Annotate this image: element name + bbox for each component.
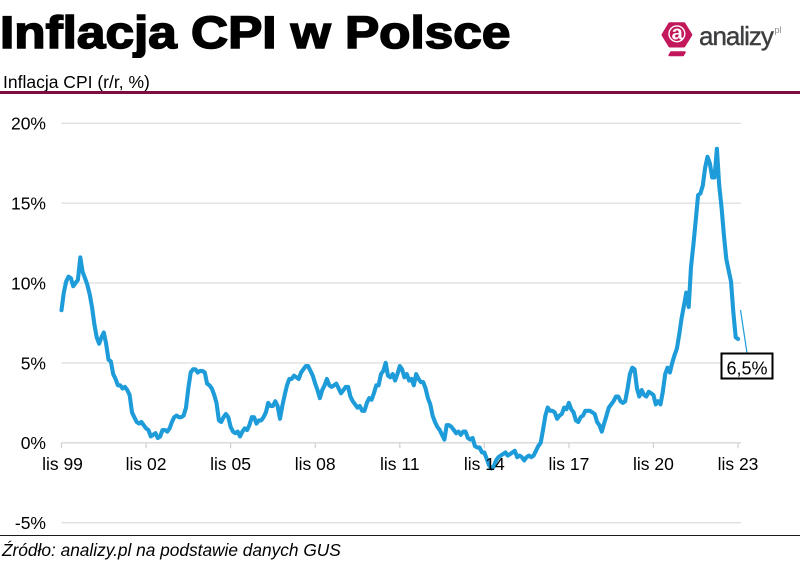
svg-text:6,5%: 6,5% <box>726 359 767 379</box>
svg-text:15%: 15% <box>11 193 46 213</box>
svg-text:lis 08: lis 08 <box>295 454 336 474</box>
svg-text:-5%: -5% <box>15 513 46 533</box>
svg-text:lis 17: lis 17 <box>548 454 589 474</box>
svg-text:lis 05: lis 05 <box>210 454 251 474</box>
svg-text:lis 20: lis 20 <box>633 454 674 474</box>
svg-text:lis 99: lis 99 <box>42 454 83 474</box>
svg-text:20%: 20% <box>11 114 46 134</box>
svg-text:lis 11: lis 11 <box>380 454 420 474</box>
svg-text:lis 23: lis 23 <box>718 454 759 474</box>
svg-text:5%: 5% <box>21 353 46 373</box>
svg-text:0%: 0% <box>21 433 46 453</box>
svg-text:10%: 10% <box>11 273 46 293</box>
svg-text:a: a <box>672 23 684 45</box>
svg-text:lis 02: lis 02 <box>126 454 167 474</box>
svg-text:lis 14: lis 14 <box>464 454 505 474</box>
